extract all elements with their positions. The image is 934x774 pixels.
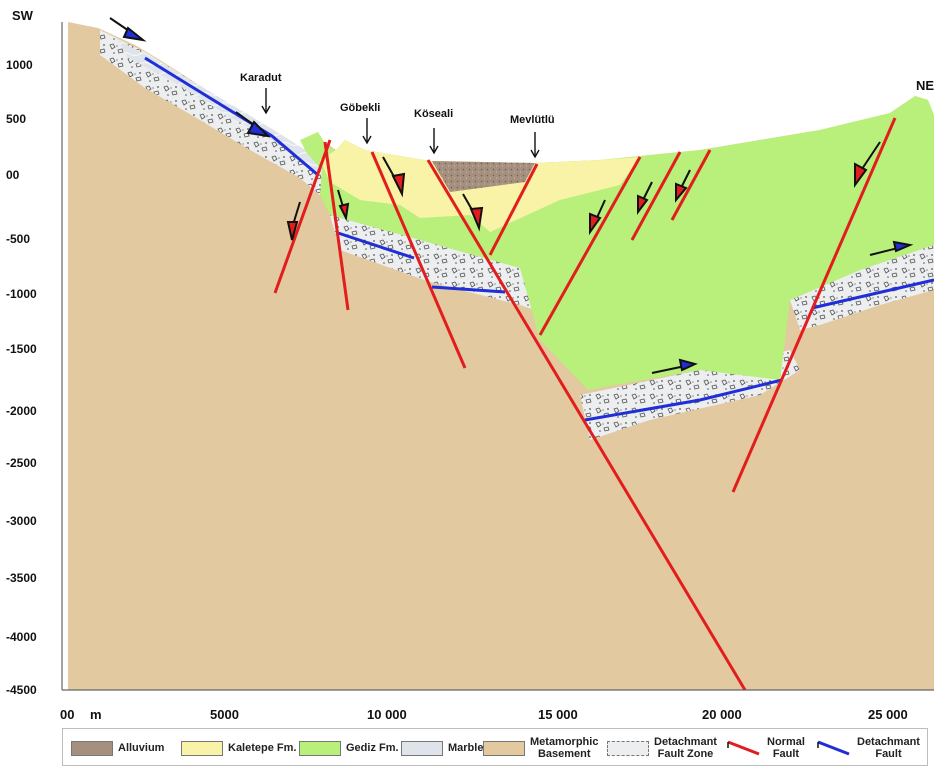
- locality-gobekli: Göbekli: [340, 102, 381, 114]
- detachment-fault-center-2: [431, 285, 506, 294]
- legend-label-line: Fault Zone: [657, 748, 714, 760]
- x-tick: 10 000: [367, 707, 407, 722]
- legend-label: Alluvium: [118, 742, 165, 754]
- legend-label: Metamorphic Basement: [530, 736, 598, 760]
- normal-fault-5: [488, 163, 539, 256]
- legend: Alluvium Kaletepe Fm. Gediz Fm. Marble M…: [62, 728, 928, 766]
- locality-mevlutlu: Mevlütlü: [510, 114, 555, 126]
- basement-swatch: [483, 740, 525, 756]
- legend-label: Kaletepe Fm.: [228, 742, 297, 754]
- detachment-fault-ne: [811, 278, 934, 310]
- legend-label: Gediz Fm.: [346, 742, 399, 754]
- legend-item-normal-fault: Normal Fault: [725, 733, 805, 763]
- x-tick: 25 000: [868, 707, 908, 722]
- alluvium-swatch: [71, 740, 113, 756]
- legend-item-basement: Metamorphic Basement: [483, 733, 598, 763]
- y-tick: -1500: [6, 342, 37, 356]
- y-tick: -4500: [6, 683, 37, 697]
- normal-fault-2: [323, 141, 350, 311]
- y-tick: -3000: [6, 514, 37, 528]
- legend-item-gediz: Gediz Fm.: [299, 733, 399, 763]
- kaletepe-swatch: [181, 740, 223, 756]
- y-tick: -1000: [6, 287, 37, 301]
- legend-label-line: Detachmant: [857, 736, 920, 748]
- detachment-zone-center: [330, 215, 595, 330]
- y-tick: -2000: [6, 404, 37, 418]
- y-tick: -2500: [6, 456, 37, 470]
- alluvium-unit: [432, 161, 535, 192]
- legend-label-line: Basement: [537, 748, 591, 760]
- x-tick-unit: m: [90, 707, 102, 722]
- metamorphic-basement-unit: [68, 22, 934, 690]
- legend-item-detachment-fault: Detachmant Fault: [815, 733, 920, 763]
- legend-item-detachment-zone: Detachmant Fault Zone: [607, 733, 717, 763]
- legend-label-line: Metamorphic: [530, 736, 599, 748]
- gediz-swatch: [299, 740, 341, 756]
- legend-label-line: Detachmant: [654, 736, 717, 748]
- ne-label: NE: [916, 78, 934, 93]
- normal-fault-8: [670, 149, 712, 221]
- locality-pointers: [261, 88, 540, 159]
- detachment-zone-ne: [790, 245, 934, 330]
- legend-item-alluvium: Alluvium: [71, 733, 164, 763]
- detachment-fault-center-1: [337, 231, 415, 260]
- legend-item-kaletepe: Kaletepe Fm.: [181, 733, 296, 763]
- legend-item-marble: Marble: [401, 733, 483, 763]
- detachment-fault-east: [584, 378, 783, 422]
- normal-fault-4: [426, 159, 747, 691]
- y-tick: 500: [6, 112, 27, 126]
- detachment-faults: [144, 56, 934, 422]
- detachment-zone-swatch: [607, 740, 649, 756]
- normal-fault-6: [538, 156, 642, 336]
- y-tick: 00: [6, 168, 20, 182]
- legend-label-line: Normal: [767, 736, 805, 748]
- normal-fault-1: [273, 139, 332, 294]
- legend-label: Marble: [448, 742, 484, 754]
- y-tick: -4000: [6, 630, 37, 644]
- x-tick: 5000: [210, 707, 239, 722]
- x-tick: 15 000: [538, 707, 578, 722]
- normal-fault-7: [630, 151, 682, 241]
- x-tick: 00: [60, 707, 75, 722]
- y-tick: -500: [6, 232, 31, 246]
- axes: [61, 22, 934, 691]
- normal-fault-9: [731, 117, 897, 493]
- kinematic-arrows: [109, 17, 914, 374]
- y-tick: 1000: [6, 58, 33, 72]
- normal-faults: [273, 117, 897, 691]
- normal-fault-3: [370, 151, 467, 369]
- sw-label: SW: [12, 8, 33, 23]
- legend-label-line: Fault: [772, 748, 800, 760]
- marble-swatch: [401, 740, 443, 756]
- legend-label-line: Fault: [875, 748, 902, 760]
- x-tick: 20 000: [702, 707, 742, 722]
- locality-koseali: Köseali: [414, 108, 454, 120]
- locality-karadut: Karadut: [240, 72, 282, 84]
- detachment-fault-sw: [144, 56, 319, 177]
- legend-label: Normal Fault: [767, 736, 805, 760]
- normal-fault-swatch: [727, 740, 760, 756]
- legend-label: Detachmant Fault: [857, 736, 920, 760]
- y-tick: -3500: [6, 571, 37, 585]
- detachment-fault-swatch: [817, 740, 850, 756]
- legend-label: Detachmant Fault Zone: [654, 736, 717, 760]
